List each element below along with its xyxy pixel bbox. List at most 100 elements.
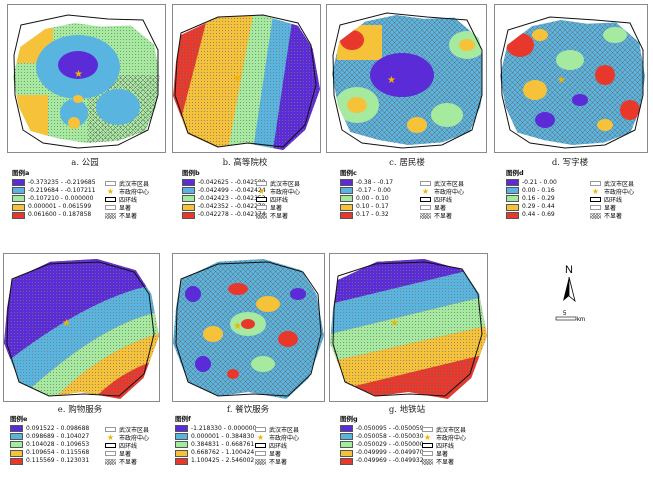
legend-swatch <box>10 441 23 449</box>
legend-class-row: 0.091522 - 0.098688 <box>10 425 89 433</box>
map-panel-g[interactable]: ★ <box>329 253 488 402</box>
significant-swatch <box>256 205 267 211</box>
caption-b: b. 高等院校 <box>222 158 268 168</box>
legend-symbol-label: 四环线 <box>119 196 138 204</box>
map-panel-c[interactable]: ★ <box>326 4 487 153</box>
legend-class-label: 0.10 - 0.17 <box>356 203 389 211</box>
legend-symbol-label: 武汉市区县 <box>119 426 150 434</box>
legend-class-row: -0.042423 - -0.042353 <box>182 195 266 203</box>
legend-class-label: 1.100425 - 2.546002 <box>191 457 255 465</box>
ring-road-swatch <box>105 442 116 448</box>
legend-symbol-label: 显著 <box>434 205 447 213</box>
legend-symbol-label: 显著 <box>269 451 282 459</box>
legend-symbol-label: 不显著 <box>270 213 289 221</box>
legend-class-row: -0.17 - 0.00 <box>340 187 393 195</box>
legend-class-row: -0.050029 - -0.050000 <box>340 441 424 449</box>
legend-symbol-row: 四环线 <box>255 441 299 450</box>
legend-symbol-label: 武汉市区县 <box>436 426 467 434</box>
legend-swatch <box>12 179 25 187</box>
legend-symbols-d: 武汉市区县 ★ 市政府中心 四环线 显著 不显著 <box>590 179 634 220</box>
legend-symbol-label: 武汉市区县 <box>604 180 635 188</box>
star-icon: ★ <box>106 432 115 442</box>
legend-swatch <box>506 203 519 211</box>
city-center-star-b: ★ <box>233 73 242 84</box>
legend-class-row: 1.100425 - 2.546002 <box>175 457 256 465</box>
legend-class-label: 0.115569 - 0.123031 <box>26 457 90 465</box>
legend-swatch <box>182 203 195 211</box>
legend-symbol-row: 不显著 <box>256 212 300 220</box>
legend-title: 图例c <box>340 169 357 177</box>
legend-swatch <box>10 449 23 457</box>
legend-class-label: 0.17 - 0.32 <box>356 211 389 219</box>
legend-class-label: -0.219684 - -0.107211 <box>28 186 96 194</box>
legend-symbol-label: 四环线 <box>604 196 623 204</box>
map-panel-a[interactable]: ★ <box>7 4 166 153</box>
map-panel-e[interactable]: ★ <box>3 253 160 402</box>
legend-symbol-label: 市政府中心 <box>436 434 467 442</box>
legend-class-row: 0.104028 - 0.109653 <box>10 441 89 449</box>
legend-class-row: -0.042278 - -0.042174 <box>182 211 266 219</box>
hatch-icon <box>420 212 431 219</box>
map-panel-d[interactable]: ★ <box>494 4 648 153</box>
legend-class-row: 0.29 - 0.44 <box>506 203 557 211</box>
legend-class-label: -0.050029 - -0.050000 <box>356 440 424 448</box>
legend-class-label: 0.668762 - 1.100424 <box>191 449 255 457</box>
legend-symbol-row: 四环线 <box>105 195 149 204</box>
caption-e: e. 购物服务 <box>57 405 103 415</box>
legend-swatch <box>10 457 23 465</box>
legend-symbol-label: 不显著 <box>119 459 138 467</box>
legend-class-row: 0.16 - 0.29 <box>506 195 557 203</box>
legend-swatch <box>340 433 353 441</box>
significant-swatch <box>590 205 601 211</box>
legend-symbol-label: 显著 <box>270 205 283 213</box>
legend-class-label: 0.061600 - 0.187858 <box>28 211 92 219</box>
ring-road-swatch <box>420 196 431 202</box>
legend-swatch <box>12 203 25 211</box>
legend-swatch <box>506 179 519 187</box>
legend-symbol-label: 市政府中心 <box>119 434 150 442</box>
legend-swatch <box>175 425 188 433</box>
legend-swatch <box>175 441 188 449</box>
legend-class-label: 0.000001 - 0.061599 <box>28 203 92 211</box>
star-icon: ★ <box>256 432 265 442</box>
legend-symbol-row: 四环线 <box>422 441 466 450</box>
legend-swatch <box>340 441 353 449</box>
legend-class-row: 0.098689 - 0.104027 <box>10 433 89 441</box>
ring-road-swatch <box>255 442 266 448</box>
city-center-star-e: ★ <box>62 318 71 329</box>
legend-class-label: 0.091522 - 0.098688 <box>26 424 90 432</box>
legend-symbol-row: 不显著 <box>590 212 634 220</box>
legend-class-label: -0.042352 - -0.042279 <box>198 203 266 211</box>
legend-swatch <box>506 211 519 219</box>
legend-class-label: 0.16 - 0.29 <box>522 194 555 202</box>
legend-title: 图例d <box>506 169 524 177</box>
legend-swatch <box>175 457 188 465</box>
legend-class-label: 0.00 - 0.10 <box>356 194 389 202</box>
north-arrow: N 5 km <box>553 263 589 323</box>
legend-class-label: -0.050058 - -0.050030 <box>356 432 424 440</box>
legend-symbol-label: 市政府中心 <box>119 188 150 196</box>
legend-symbol-label: 市政府中心 <box>270 188 301 196</box>
legend-symbol-row: 显著 <box>105 204 149 212</box>
legend-class-row: 0.000001 - 0.384830 <box>175 433 256 441</box>
legend-symbol-label: 四环线 <box>436 442 455 450</box>
legend-d: 图例d -0.21 - 0.00 0.00 - 0.16 0.16 - 0.29 0.2… <box>506 170 557 219</box>
map-panel-b[interactable]: ★ <box>172 4 321 153</box>
legend-symbol-row: 武汉市区县 <box>590 179 635 188</box>
legend-symbol-row: 不显著 <box>422 458 466 466</box>
significant-swatch <box>420 205 431 211</box>
legend-class-label: 0.384831 - 0.668761 <box>191 440 255 448</box>
legend-symbol-row: 显著 <box>420 204 464 212</box>
legend-symbol-row: 武汉市区县 <box>105 425 150 434</box>
map-panel-f[interactable]: ★ <box>172 253 325 402</box>
legend-symbol-row: 四环线 <box>420 195 464 204</box>
legend-class-row: 0.10 - 0.17 <box>340 203 393 211</box>
legend-class-row: 0.44 - 0.69 <box>506 211 557 219</box>
legend-symbol-row: 显著 <box>422 450 466 458</box>
legend-class-row: 0.061600 - 0.187858 <box>12 211 96 219</box>
legend-class-row: 0.109654 - 0.115568 <box>10 449 89 457</box>
legend-symbols-f: 武汉市区县 ★ 市政府中心 四环线 显著 不显著 <box>255 425 299 466</box>
star-icon: ★ <box>106 186 115 196</box>
legend-symbol-label: 不显著 <box>604 213 623 221</box>
legend-class-label: -0.17 - 0.00 <box>356 186 391 194</box>
